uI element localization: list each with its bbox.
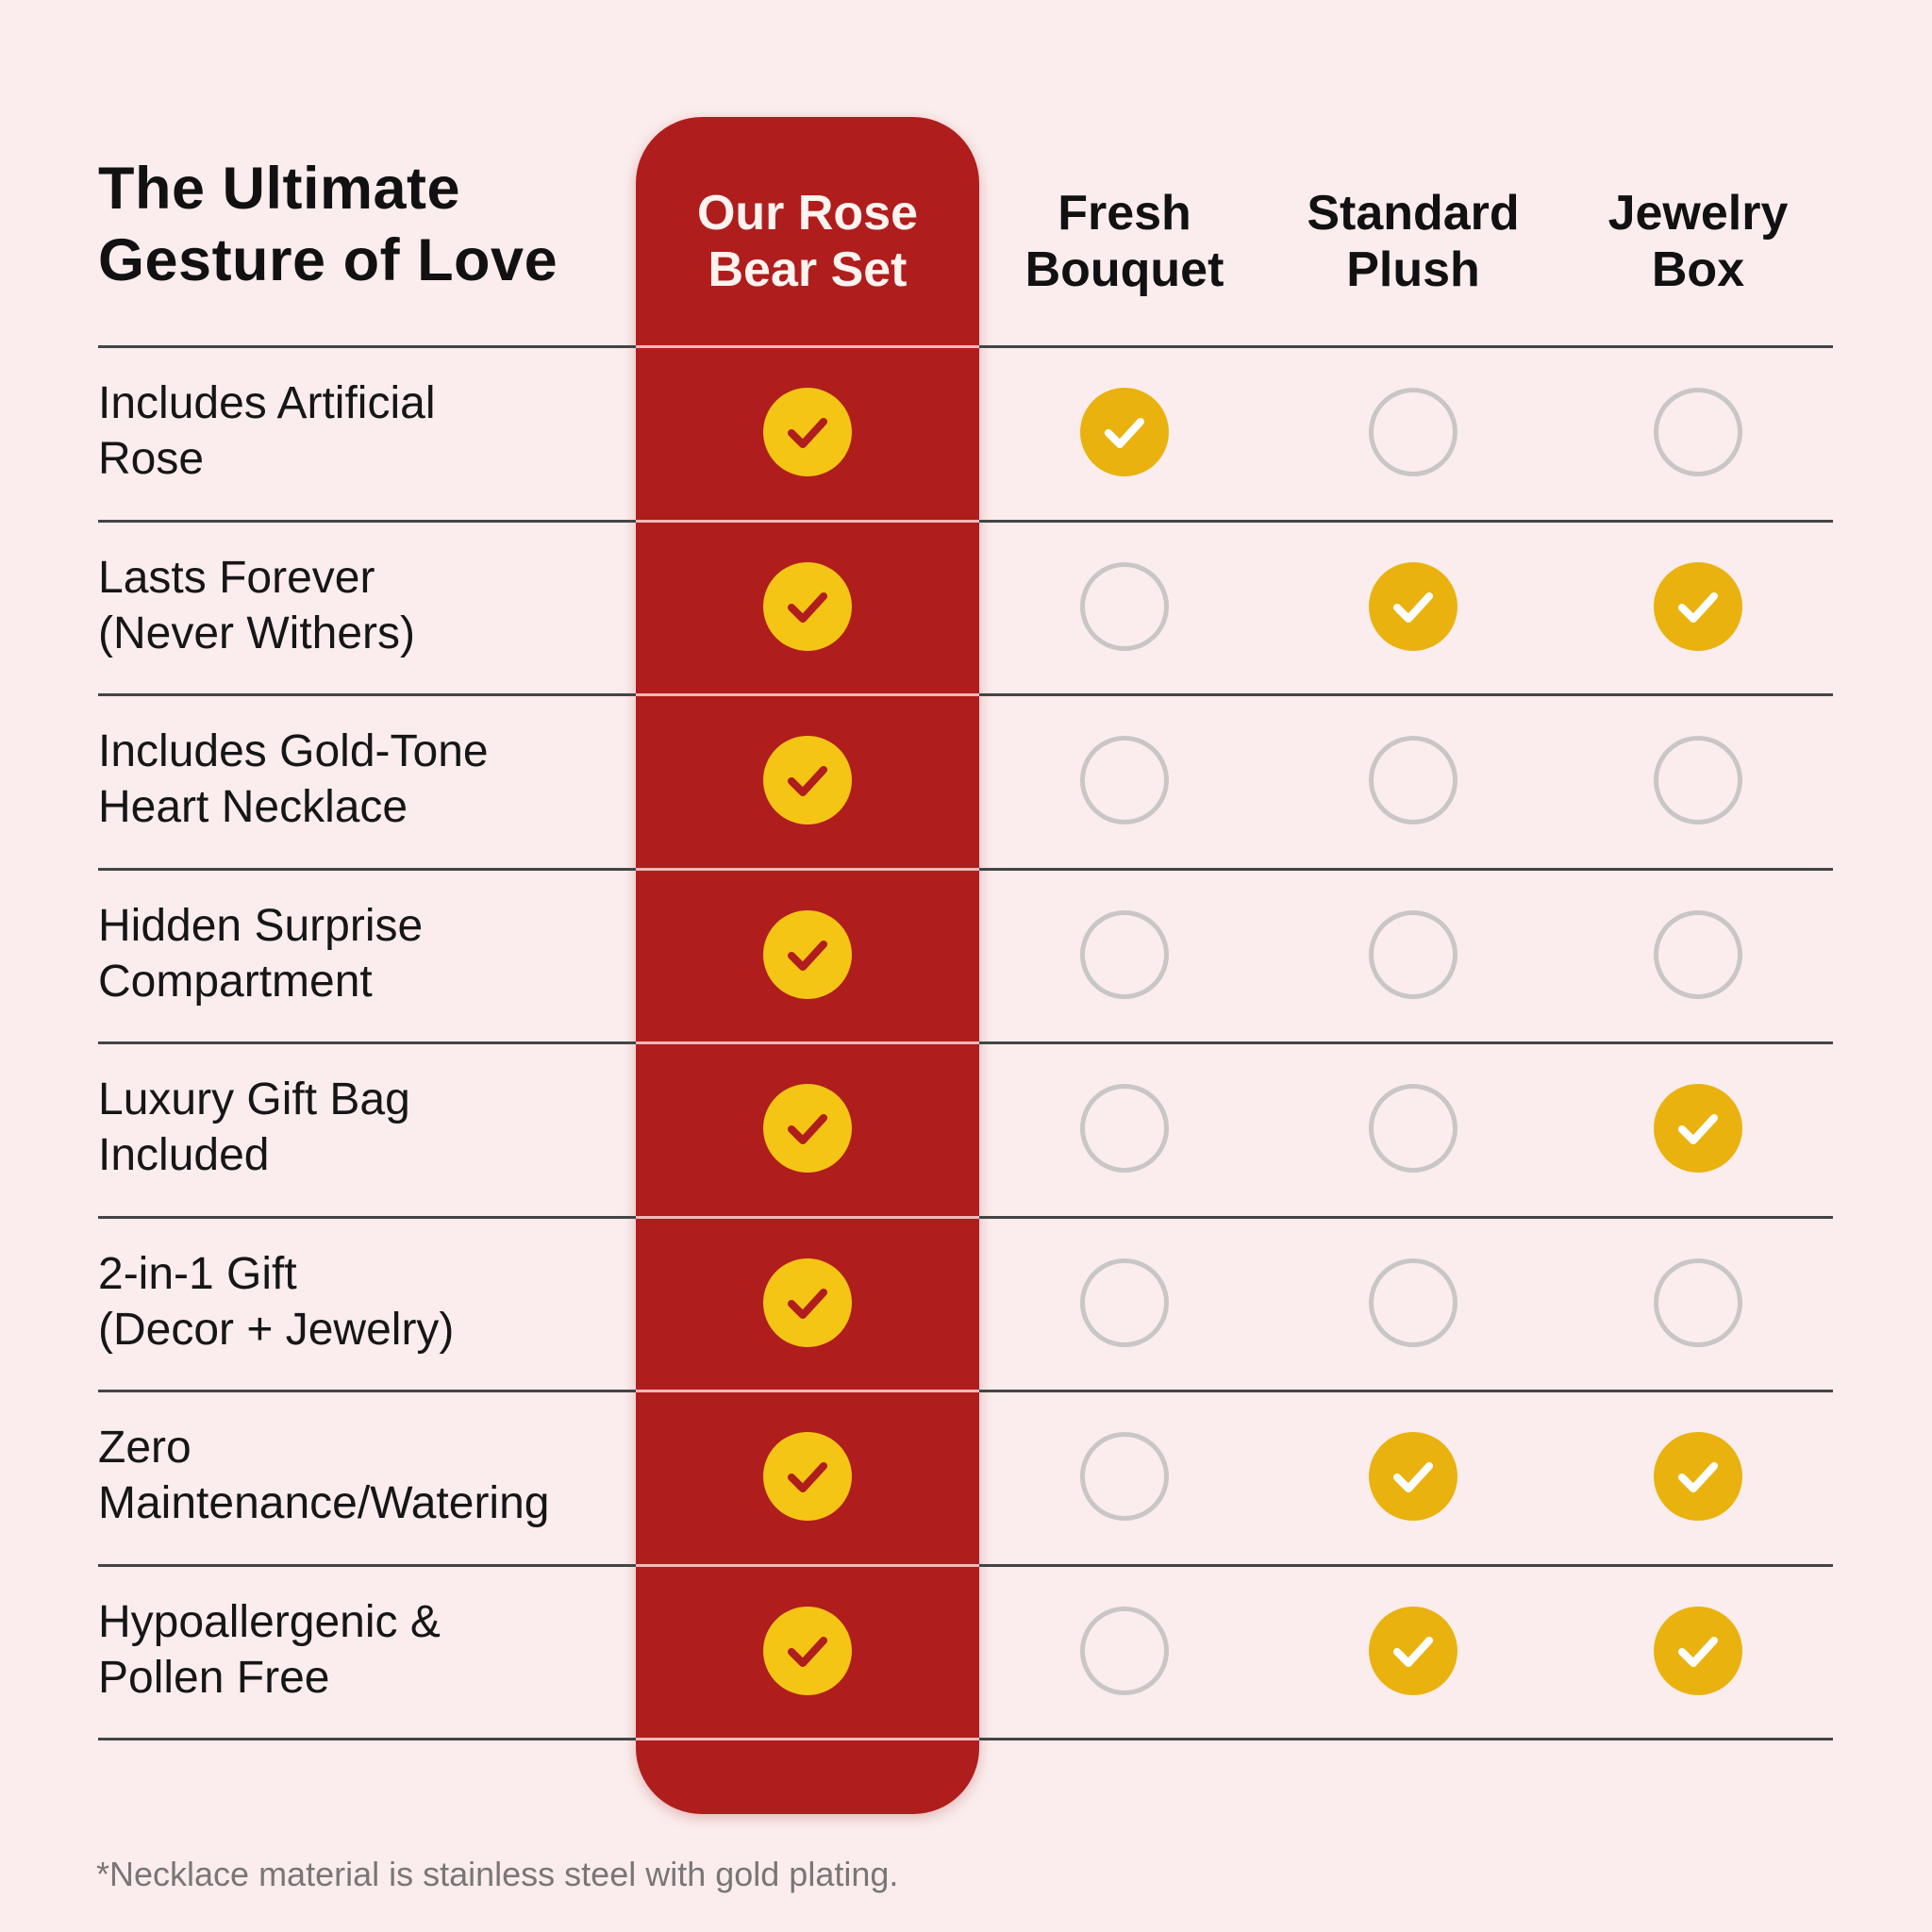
- empty-circle-icon: [1080, 1084, 1169, 1174]
- column-header-line: Bear Set: [708, 242, 908, 297]
- empty-circle-icon: [1080, 909, 1169, 999]
- check-circle-icon: [1369, 1432, 1457, 1522]
- feature-label: Luxury Gift Bag Included: [98, 1072, 410, 1183]
- column-header-standard-plush: Standard Plush: [1243, 185, 1583, 298]
- row-divider: [98, 1041, 1833, 1044]
- empty-circle-icon: [1080, 1257, 1169, 1347]
- feature-label-line: Zero: [98, 1423, 192, 1473]
- feature-label-line: Pollen Free: [98, 1652, 330, 1703]
- empty-circle-icon: [1369, 388, 1457, 477]
- feature-label-line: (Decor + Jewelry): [98, 1304, 455, 1355]
- divider-gap: [636, 867, 979, 871]
- empty-circle-icon: [1369, 909, 1457, 999]
- check-circle-icon: [1369, 1606, 1457, 1695]
- column-header-line: Bouquet: [1024, 242, 1224, 297]
- feature-label-line: Hypoallergenic &: [98, 1596, 441, 1647]
- row-divider: [98, 1738, 1833, 1740]
- feature-label-line: (Never Withers): [98, 608, 416, 658]
- divider-gap: [636, 1215, 979, 1219]
- empty-circle-icon: [1080, 1432, 1169, 1522]
- column-header-line: Standard: [1307, 186, 1520, 241]
- feature-label-line: Compartment: [98, 956, 373, 1007]
- column-header-line: Our Rose: [696, 186, 919, 241]
- check-circle-icon: [763, 1084, 852, 1174]
- column-header-fresh-bouquet: Fresh Bouquet: [955, 185, 1294, 298]
- check-circle-icon: [1654, 1432, 1742, 1522]
- check-circle-icon: [763, 561, 852, 651]
- check-circle-icon: [763, 736, 852, 825]
- check-circle-icon: [1369, 561, 1457, 651]
- feature-label-line: Hidden Surprise: [98, 900, 424, 951]
- feature-label: Zero Maintenance/Watering: [98, 1420, 549, 1531]
- feature-label-line: Includes Gold-Tone: [98, 726, 489, 776]
- feature-label-line: Lasts Forever: [98, 552, 375, 603]
- check-circle-icon: [1654, 1084, 1742, 1174]
- column-header-line: Plush: [1346, 242, 1480, 297]
- divider-gap: [636, 1563, 979, 1567]
- divider-gap: [636, 1041, 979, 1044]
- check-circle-icon: [763, 1606, 852, 1695]
- title-line: The Ultimate: [98, 156, 461, 222]
- row-divider: [98, 867, 1833, 871]
- empty-circle-icon: [1654, 909, 1742, 999]
- feature-label: Includes Gold-Tone Heart Necklace: [98, 724, 489, 835]
- row-divider: [98, 345, 1833, 348]
- feature-label-line: Rose: [98, 434, 205, 484]
- empty-circle-icon: [1654, 1257, 1742, 1347]
- title-line: Gesture of Love: [98, 227, 558, 293]
- empty-circle-icon: [1369, 736, 1457, 825]
- column-header-line: Jewelry: [1607, 186, 1789, 241]
- row-divider: [98, 519, 1833, 523]
- check-circle-icon: [763, 1432, 852, 1522]
- empty-circle-icon: [1369, 1084, 1457, 1174]
- empty-circle-icon: [1654, 388, 1742, 477]
- feature-label-line: Maintenance/Watering: [98, 1478, 550, 1528]
- feature-label: Includes Artificial Rose: [98, 375, 436, 487]
- column-header-line: Fresh: [1058, 186, 1191, 241]
- empty-circle-icon: [1080, 561, 1169, 651]
- empty-circle-icon: [1080, 736, 1169, 825]
- check-circle-icon: [763, 1257, 852, 1347]
- row-divider: [98, 693, 1833, 696]
- row-divider: [98, 1215, 1833, 1219]
- page-title: The Ultimate Gesture of Love: [98, 153, 558, 296]
- column-header-our-rose-bear-set: Our Rose Bear Set: [638, 185, 977, 298]
- empty-circle-icon: [1654, 736, 1742, 825]
- column-header-jewelry-box: Jewelry Box: [1528, 185, 1868, 298]
- check-circle-icon: [1654, 561, 1742, 651]
- feature-label-line: Included: [98, 1130, 270, 1180]
- check-circle-icon: [763, 909, 852, 999]
- feature-label-line: 2-in-1 Gift: [98, 1248, 297, 1299]
- feature-label-line: Heart Necklace: [98, 782, 408, 832]
- column-header-line: Box: [1651, 242, 1745, 297]
- empty-circle-icon: [1369, 1257, 1457, 1347]
- feature-label: 2-in-1 Gift (Decor + Jewelry): [98, 1246, 454, 1357]
- row-divider: [98, 1563, 1833, 1567]
- divider-gap: [636, 693, 979, 696]
- feature-label-line: Luxury Gift Bag: [98, 1074, 410, 1124]
- feature-label: Hidden Surprise Compartment: [98, 898, 423, 1009]
- check-circle-icon: [1080, 388, 1169, 477]
- divider-gap: [636, 345, 979, 348]
- empty-circle-icon: [1080, 1606, 1169, 1695]
- row-divider: [98, 1390, 1833, 1392]
- check-circle-icon: [1654, 1606, 1742, 1695]
- footnote: *Necklace material is stainless steel wi…: [96, 1855, 899, 1893]
- divider-gap: [636, 1738, 979, 1740]
- divider-gap: [636, 1390, 979, 1392]
- feature-label: Lasts Forever (Never Withers): [98, 550, 415, 661]
- feature-label-line: Includes Artificial: [98, 378, 436, 428]
- check-circle-icon: [763, 388, 852, 477]
- divider-gap: [636, 519, 979, 523]
- feature-label: Hypoallergenic & Pollen Free: [98, 1594, 441, 1706]
